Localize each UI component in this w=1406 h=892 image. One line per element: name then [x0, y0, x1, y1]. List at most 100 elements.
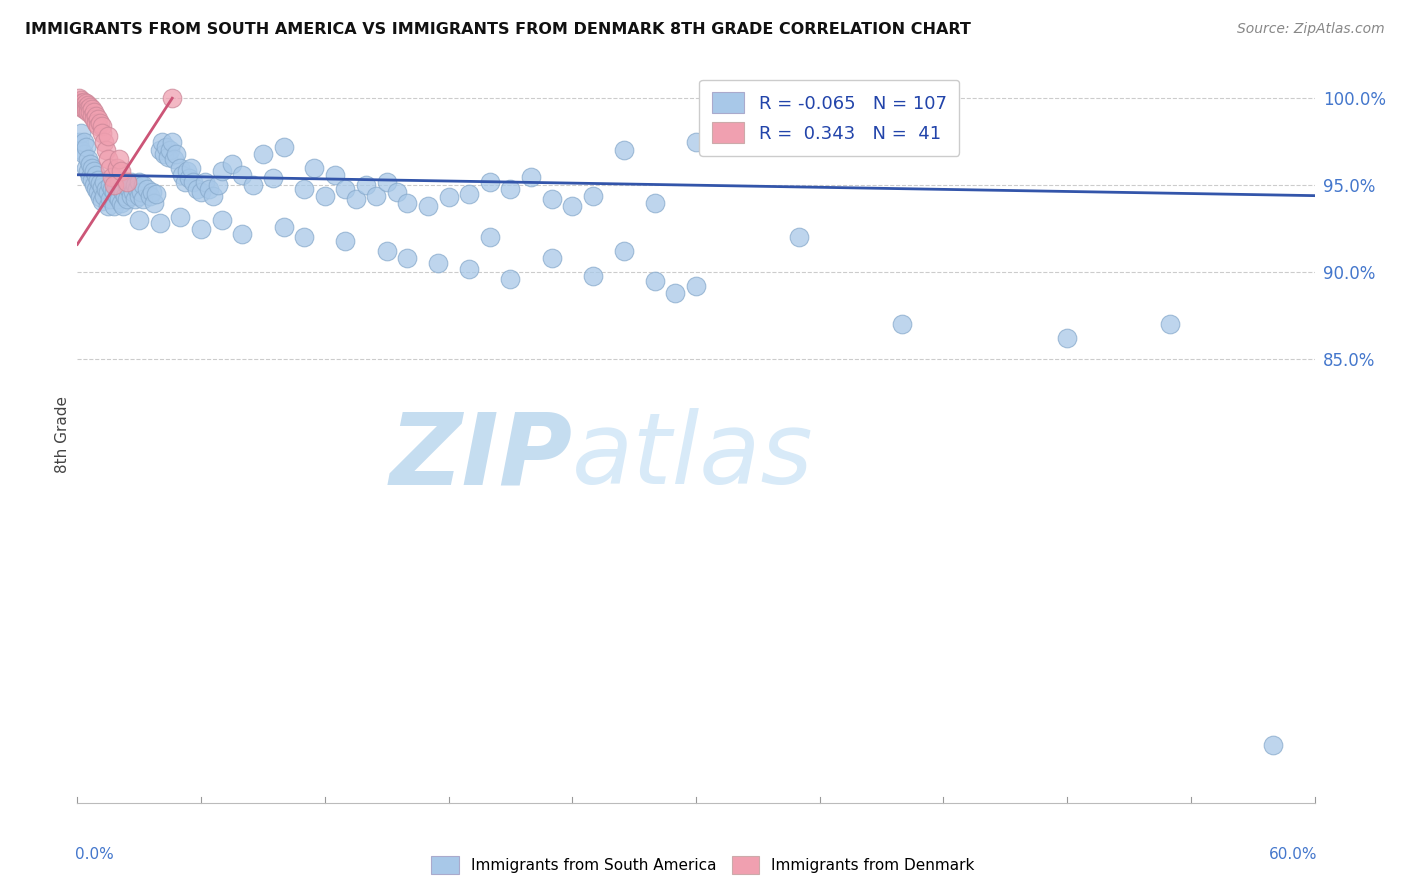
- Point: [115, 178, 138, 193]
- Text: 60.0%: 60.0%: [1268, 847, 1317, 862]
- Point: [93, 175, 115, 189]
- Point: [1159, 318, 1181, 332]
- Point: [124, 178, 146, 193]
- Point: [176, 164, 198, 178]
- Point: [138, 188, 160, 202]
- Point: [93, 188, 115, 202]
- Point: [160, 135, 183, 149]
- Point: [72, 98, 94, 112]
- Point: [458, 186, 481, 201]
- Point: [173, 175, 195, 189]
- Point: [613, 244, 636, 259]
- Point: [582, 268, 605, 283]
- Point: [128, 213, 150, 227]
- Point: [613, 144, 636, 158]
- Point: [231, 168, 253, 182]
- Point: [136, 182, 159, 196]
- Point: [520, 169, 543, 184]
- Point: [685, 279, 707, 293]
- Point: [499, 182, 522, 196]
- Point: [366, 188, 388, 202]
- Point: [396, 195, 419, 210]
- Text: IMMIGRANTS FROM SOUTH AMERICA VS IMMIGRANTS FROM DENMARK 8TH GRADE CORRELATION C: IMMIGRANTS FROM SOUTH AMERICA VS IMMIGRA…: [25, 22, 972, 37]
- Point: [76, 105, 98, 120]
- Point: [83, 164, 105, 178]
- Point: [561, 199, 583, 213]
- Point: [172, 168, 194, 182]
- Point: [427, 256, 450, 270]
- Point: [190, 221, 212, 235]
- Point: [335, 182, 357, 196]
- Point: [891, 318, 914, 332]
- Point: [221, 157, 243, 171]
- Point: [582, 188, 605, 202]
- Legend: Immigrants from South America, Immigrants from Denmark: Immigrants from South America, Immigrant…: [425, 850, 981, 880]
- Point: [72, 135, 94, 149]
- Point: [120, 175, 142, 189]
- Text: 0.0%: 0.0%: [75, 847, 114, 862]
- Point: [83, 105, 105, 120]
- Point: [211, 213, 233, 227]
- Point: [75, 140, 97, 154]
- Point: [76, 164, 98, 178]
- Point: [84, 115, 107, 129]
- Text: ZIP: ZIP: [389, 409, 572, 506]
- Point: [153, 147, 176, 161]
- Point: [177, 171, 200, 186]
- Point: [207, 178, 229, 193]
- Point: [83, 178, 105, 193]
- Point: [79, 169, 101, 184]
- Point: [114, 188, 136, 202]
- Point: [107, 192, 129, 206]
- Point: [72, 147, 94, 161]
- Point: [80, 109, 103, 123]
- Point: [83, 112, 105, 127]
- Point: [80, 102, 103, 116]
- Point: [540, 252, 562, 266]
- Point: [160, 91, 183, 105]
- Point: [1056, 331, 1078, 345]
- Point: [180, 161, 202, 175]
- Point: [198, 182, 221, 196]
- Point: [292, 182, 315, 196]
- Point: [89, 177, 111, 191]
- Legend: R = -0.065   N = 107, R =  0.343   N =  41: R = -0.065 N = 107, R = 0.343 N = 41: [699, 79, 959, 155]
- Point: [101, 169, 124, 184]
- Point: [169, 161, 191, 175]
- Point: [132, 192, 155, 206]
- Point: [1263, 739, 1285, 753]
- Point: [145, 186, 167, 201]
- Point: [787, 230, 810, 244]
- Point: [141, 185, 163, 199]
- Point: [75, 96, 97, 111]
- Point: [76, 98, 98, 112]
- Point: [91, 180, 114, 194]
- Point: [128, 188, 150, 202]
- Point: [202, 188, 225, 202]
- Point: [252, 147, 274, 161]
- Point: [96, 144, 118, 158]
- Point: [87, 112, 110, 127]
- Point: [91, 119, 114, 133]
- Point: [89, 190, 111, 204]
- Point: [242, 178, 264, 193]
- Point: [262, 171, 284, 186]
- Point: [169, 210, 191, 224]
- Point: [87, 173, 110, 187]
- Point: [211, 164, 233, 178]
- Text: atlas: atlas: [572, 409, 814, 506]
- Point: [111, 185, 134, 199]
- Point: [105, 161, 128, 175]
- Point: [165, 147, 187, 161]
- Point: [159, 144, 181, 158]
- Point: [84, 182, 107, 196]
- Point: [72, 95, 94, 109]
- Point: [194, 175, 217, 189]
- Point: [115, 192, 138, 206]
- Point: [344, 192, 367, 206]
- Point: [273, 219, 295, 234]
- Point: [75, 103, 97, 118]
- Point: [644, 195, 666, 210]
- Point: [664, 286, 686, 301]
- Point: [110, 195, 132, 210]
